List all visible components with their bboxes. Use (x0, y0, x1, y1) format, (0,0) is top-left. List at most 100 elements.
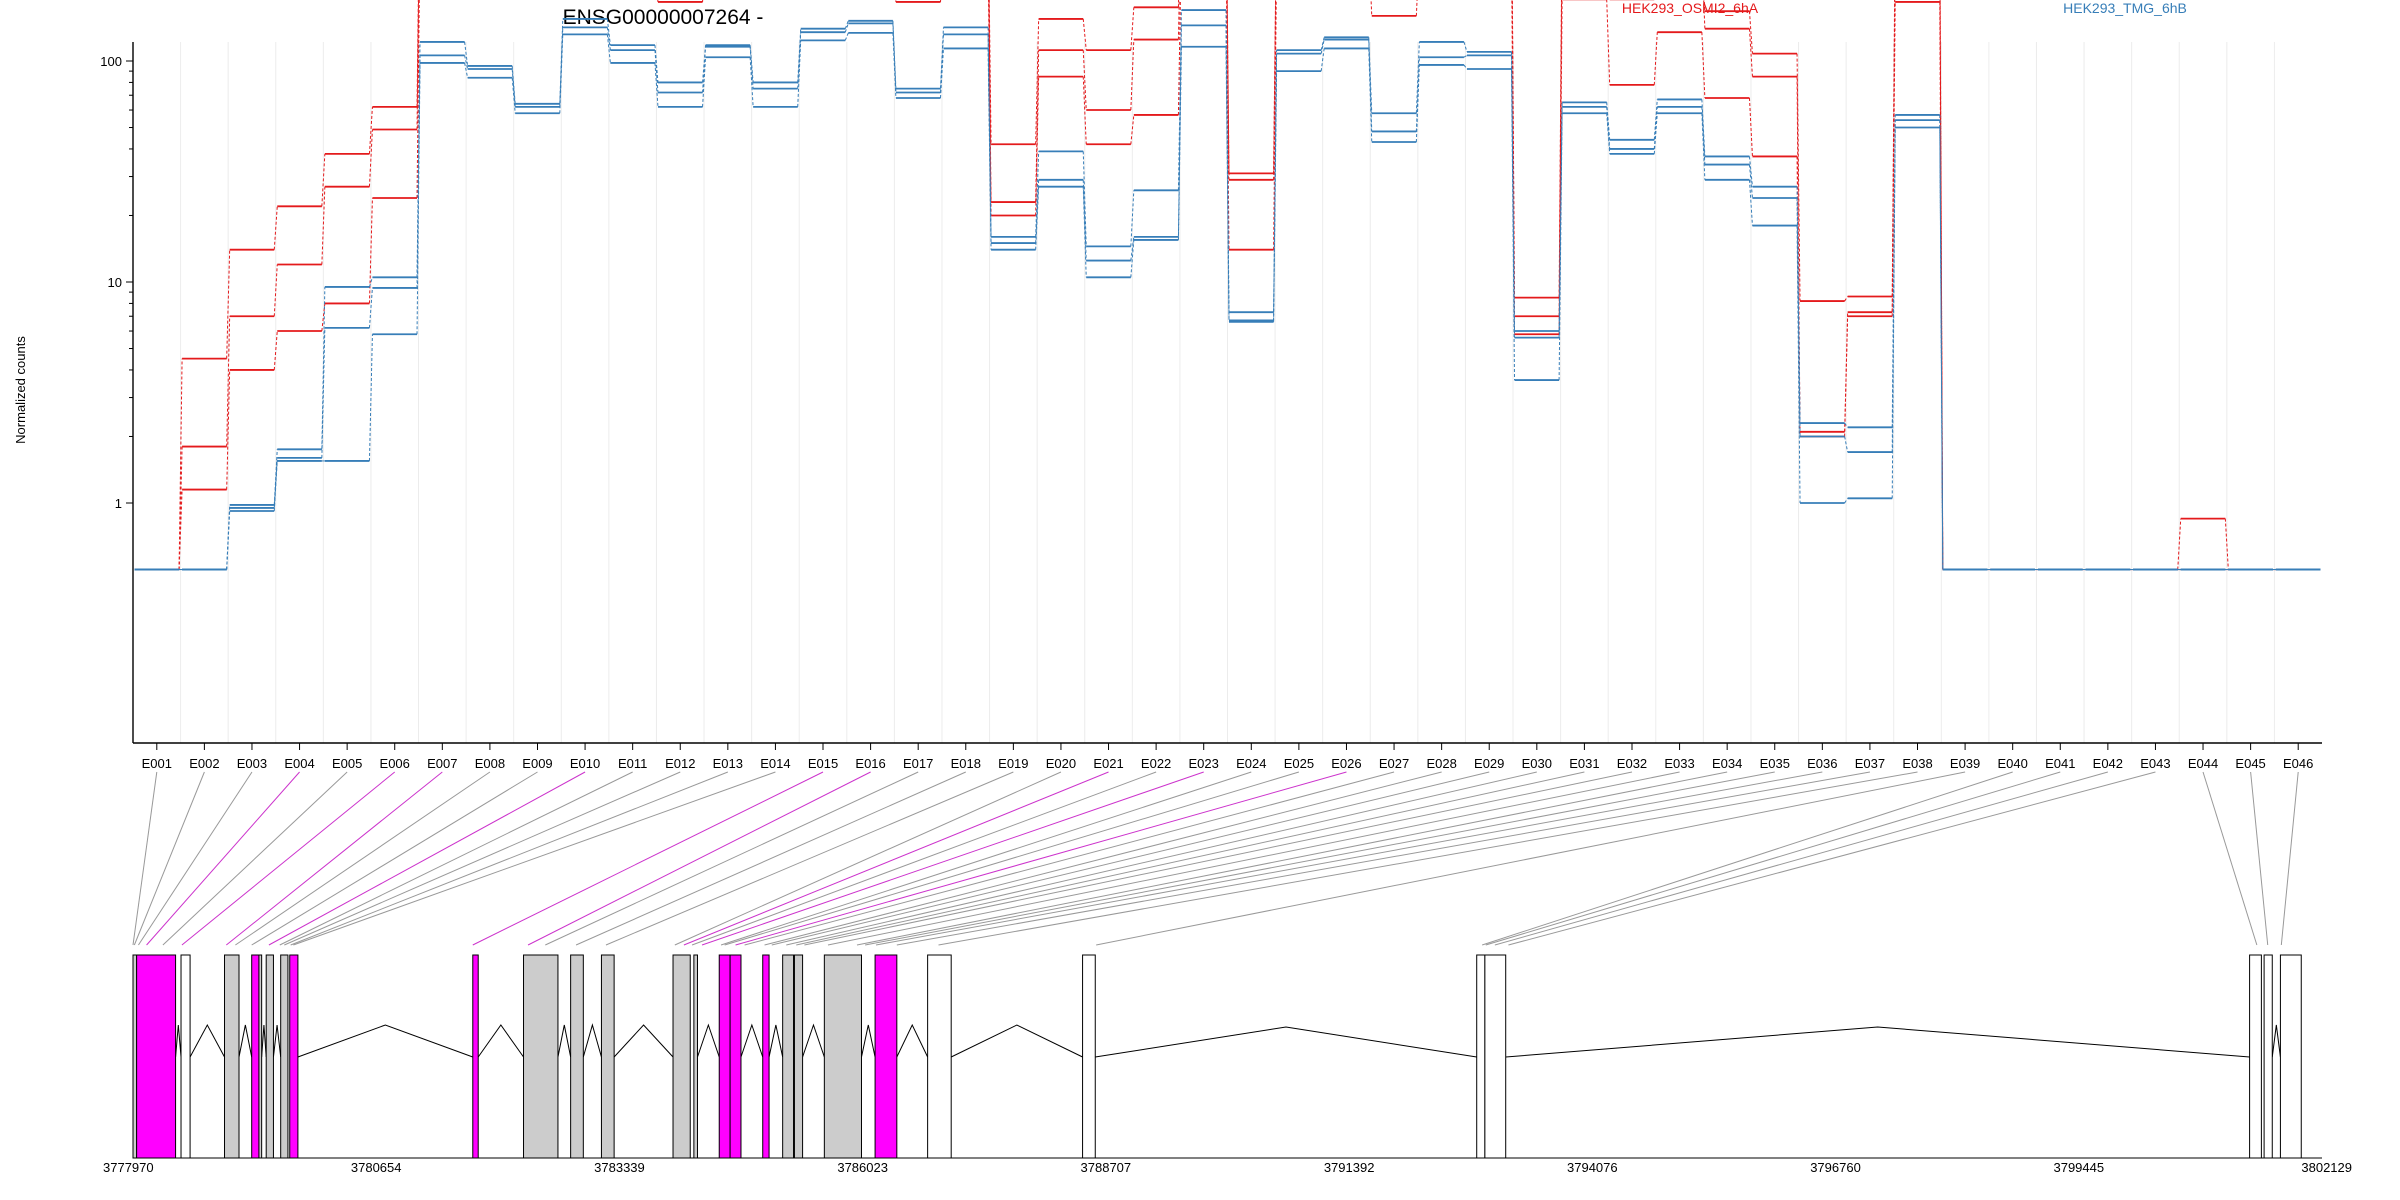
connector-line (771, 771, 1490, 946)
connector-line (2250, 771, 2269, 946)
exon-block (600, 954, 615, 1159)
exon-block (472, 954, 479, 1159)
coordinate-tick-label: 3794076 (1567, 1160, 1618, 1175)
series-connector (1701, 113, 1706, 180)
series-HEK293_TMG_6hB (134, 32, 2321, 571)
exon-block (1082, 954, 1096, 1159)
exon-block (224, 954, 240, 1159)
connector-line (545, 771, 919, 946)
exon-label: E035 (1760, 756, 1790, 771)
coordinate-tick-label: 3786023 (837, 1160, 888, 1175)
series-connector (511, 68, 516, 107)
exon-label: E024 (1236, 756, 1266, 771)
series-connector (1082, 18, 1087, 51)
legend-label-osmi2: HEK293_OSMI2_6hA (1622, 0, 1759, 16)
series-connector (1891, 1, 1896, 317)
series-connector (1844, 422, 1849, 428)
series-connector (559, 34, 564, 114)
connector-line (896, 771, 1871, 946)
exon-label: E014 (760, 756, 790, 771)
connector-line (279, 771, 633, 946)
series-connector (511, 65, 516, 104)
exon-label: E028 (1426, 756, 1456, 771)
series-connector (1082, 186, 1087, 278)
series-connector (464, 62, 469, 78)
exon-label: E006 (380, 756, 410, 771)
connector-line (2202, 771, 2258, 946)
connector-line (1096, 771, 1966, 946)
connector-line (605, 771, 1014, 946)
intron-line (740, 1023, 764, 1058)
series-connector (987, 48, 992, 250)
exon-block (136, 954, 177, 1159)
connector-line (1485, 771, 2061, 946)
intron-line (272, 1024, 282, 1058)
exon-block (693, 954, 698, 1159)
series-connector (844, 23, 849, 33)
exon-label: E041 (2045, 756, 2075, 771)
connector-line (786, 771, 1537, 946)
coordinate-tick-label: 3791392 (1324, 1160, 1375, 1175)
intron-line (1095, 1026, 1477, 1058)
intron-line (261, 1024, 267, 1058)
series-connector (1701, 32, 1706, 99)
connector-line (724, 771, 1300, 946)
series-connector (1463, 41, 1468, 52)
series-connector (797, 28, 802, 83)
exon-label: E005 (332, 756, 362, 771)
exon-label: E037 (1855, 756, 1885, 771)
series-connector (368, 287, 373, 328)
exon-label: E001 (142, 756, 172, 771)
exon-label: E025 (1284, 756, 1314, 771)
series-connector (1082, 151, 1087, 247)
series-connector (892, 20, 897, 89)
series-connector (1320, 48, 1325, 72)
exon-labels: E001 E002 E003 E004 E005 E006 E007 E008 E009 E010… (142, 743, 2313, 771)
exon-block (180, 954, 191, 1159)
connector-line (1481, 771, 2013, 946)
connector-line (527, 771, 871, 946)
gene-model (132, 954, 2302, 1159)
series-connector (844, 32, 849, 41)
exon-block (874, 954, 898, 1159)
intron-line (582, 1023, 602, 1058)
series-connector (1035, 50, 1040, 203)
intron-line (175, 1024, 182, 1058)
series-connector (749, 46, 754, 89)
exon-block (729, 954, 742, 1159)
series-connector (416, 0, 419, 107)
exon-label: E039 (1950, 756, 1980, 771)
connector-line (268, 771, 586, 946)
exon-label: E009 (522, 756, 552, 771)
series-connector (1226, 0, 1230, 250)
series-connector (606, 18, 611, 46)
series-connector (1796, 225, 1801, 504)
series-connector (1368, 48, 1373, 143)
connector-line (146, 771, 300, 946)
exon-label: E010 (570, 756, 600, 771)
exon-block (2279, 954, 2302, 1159)
series-connector (1177, 25, 1182, 237)
connector-line (691, 771, 1157, 946)
series-connector (1606, 0, 1611, 85)
series-connector (654, 50, 659, 93)
connector-line (138, 771, 253, 946)
series-connector (321, 153, 326, 207)
series-connector (654, 62, 659, 107)
exon-connector-lines (132, 771, 2299, 946)
series-connector (1748, 164, 1753, 199)
connector-line (764, 771, 1442, 946)
series-connector (749, 45, 754, 83)
intron-line (238, 1024, 253, 1058)
connector-line (226, 771, 443, 946)
exon-label: E042 (2093, 756, 2123, 771)
exon-label: E020 (1046, 756, 1076, 771)
y-tick-label: 1 (115, 496, 122, 511)
y-tick-label: 100 (100, 54, 122, 69)
series-connector (1463, 64, 1468, 70)
connector-line (827, 771, 1680, 946)
connector-line (1494, 771, 2108, 946)
series-connector (1844, 316, 1849, 432)
exon-label: E016 (855, 756, 885, 771)
series-connector (273, 330, 278, 370)
